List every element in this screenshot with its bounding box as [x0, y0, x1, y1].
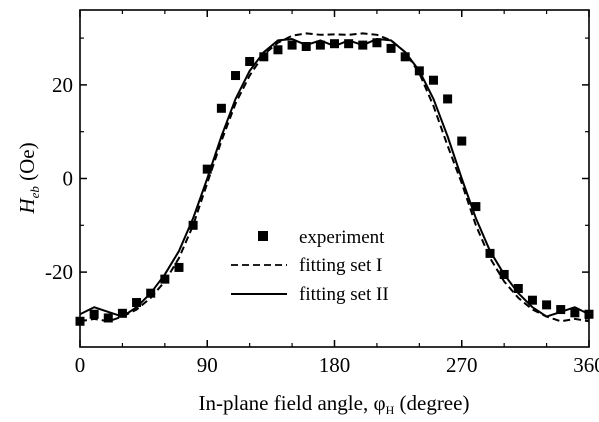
- x-axis-title-unit: (degree): [394, 391, 469, 415]
- y-axis-title: Heb (Oe): [15, 142, 42, 214]
- series-line-fitting-set-1: [80, 33, 589, 321]
- series-layer: [76, 33, 594, 325]
- experiment-point-14: [273, 45, 282, 54]
- experiment-point-15: [288, 41, 297, 50]
- legend-label-experiment: experiment: [299, 227, 385, 248]
- experiment-point-11: [231, 71, 240, 80]
- experiment-point-7: [174, 263, 183, 272]
- y-tick-label-20: 20: [52, 73, 73, 97]
- experiment-point-25: [429, 76, 438, 85]
- experiment-point-4: [132, 298, 141, 307]
- x-tick-label-270: 270: [446, 353, 478, 377]
- experiment-point-1: [90, 310, 99, 319]
- experiment-point-10: [217, 104, 226, 113]
- x-tick-label-90: 90: [197, 353, 218, 377]
- y-axis-title-sub: eb: [27, 186, 42, 199]
- plot-area: 0 90 180 270 360 20 0 -20: [45, 10, 599, 377]
- legend: experiment fitting set I fitting set II: [231, 227, 389, 305]
- x-tick-label-0: 0: [75, 353, 86, 377]
- experiment-point-33: [542, 300, 551, 309]
- legend-label-fitting-set-1: fitting set I: [299, 255, 382, 276]
- legend-marker-experiment: [258, 231, 268, 241]
- legend-label-fitting-set-2: fitting set II: [299, 284, 389, 305]
- y-tick-label--20: -20: [45, 260, 73, 284]
- y-axis-title-unit: (Oe): [15, 142, 39, 186]
- x-axis-title: In-plane field angle, φH (degree): [199, 391, 470, 417]
- experiment-point-22: [387, 44, 396, 53]
- experiment-point-12: [245, 57, 254, 66]
- tick-layer: 0 90 180 270 360 20 0 -20: [45, 10, 599, 377]
- x-tick-label-360: 360: [573, 353, 599, 377]
- y-tick-label-0: 0: [63, 167, 74, 191]
- x-tick-label-180: 180: [319, 353, 351, 377]
- experiment-point-27: [457, 137, 466, 146]
- experiment-point-26: [443, 94, 452, 103]
- x-axis-title-main: In-plane field angle, φ: [199, 391, 386, 415]
- x-axis-title-sub: H: [386, 403, 395, 417]
